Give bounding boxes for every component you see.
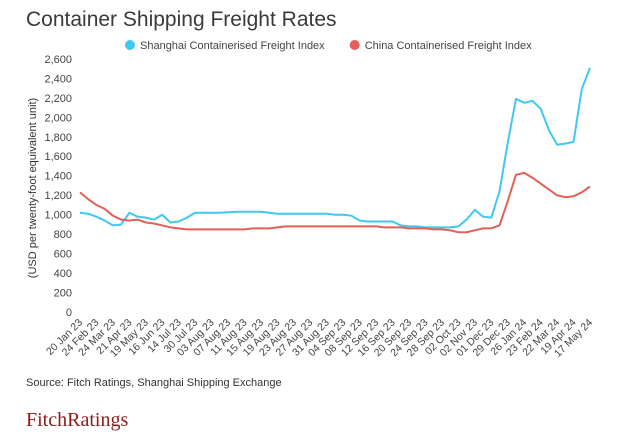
legend-label: Shanghai Containerised Freight Index [140, 40, 325, 52]
y-tick-label: 1,600 [44, 151, 72, 163]
y-tick-label: 2,600 [44, 54, 72, 66]
y-tick-label: 2,200 [44, 93, 72, 105]
y-tick-label: 1,200 [44, 190, 72, 202]
y-tick-label: 400 [54, 268, 72, 280]
legend-marker [125, 40, 135, 50]
y-tick-label: 0 [66, 307, 72, 319]
legend-marker [349, 40, 360, 50]
series-line [79, 171, 591, 234]
y-tick-label: 2,400 [44, 73, 72, 85]
y-tick-label: 1,800 [44, 132, 72, 144]
y-tick-label: 1,400 [44, 171, 72, 183]
logo: FitchRatings [26, 409, 128, 431]
y-axis-label: (USD per twenty-foot equivalent unit) [27, 98, 39, 278]
y-tick-label: 2,000 [44, 112, 72, 124]
y-tick-label: 600 [54, 249, 72, 261]
source: Source: Fitch Ratings, Shanghai Shipping… [26, 377, 282, 389]
chart-title: Container Shipping Freight Rates [26, 8, 337, 31]
series-line [79, 67, 591, 229]
legend-label: China Containerised Freight Index [365, 40, 532, 52]
y-tick-label: 200 [54, 287, 72, 299]
y-tick-label: 800 [54, 229, 72, 241]
y-tick-label: 1,000 [44, 210, 72, 222]
